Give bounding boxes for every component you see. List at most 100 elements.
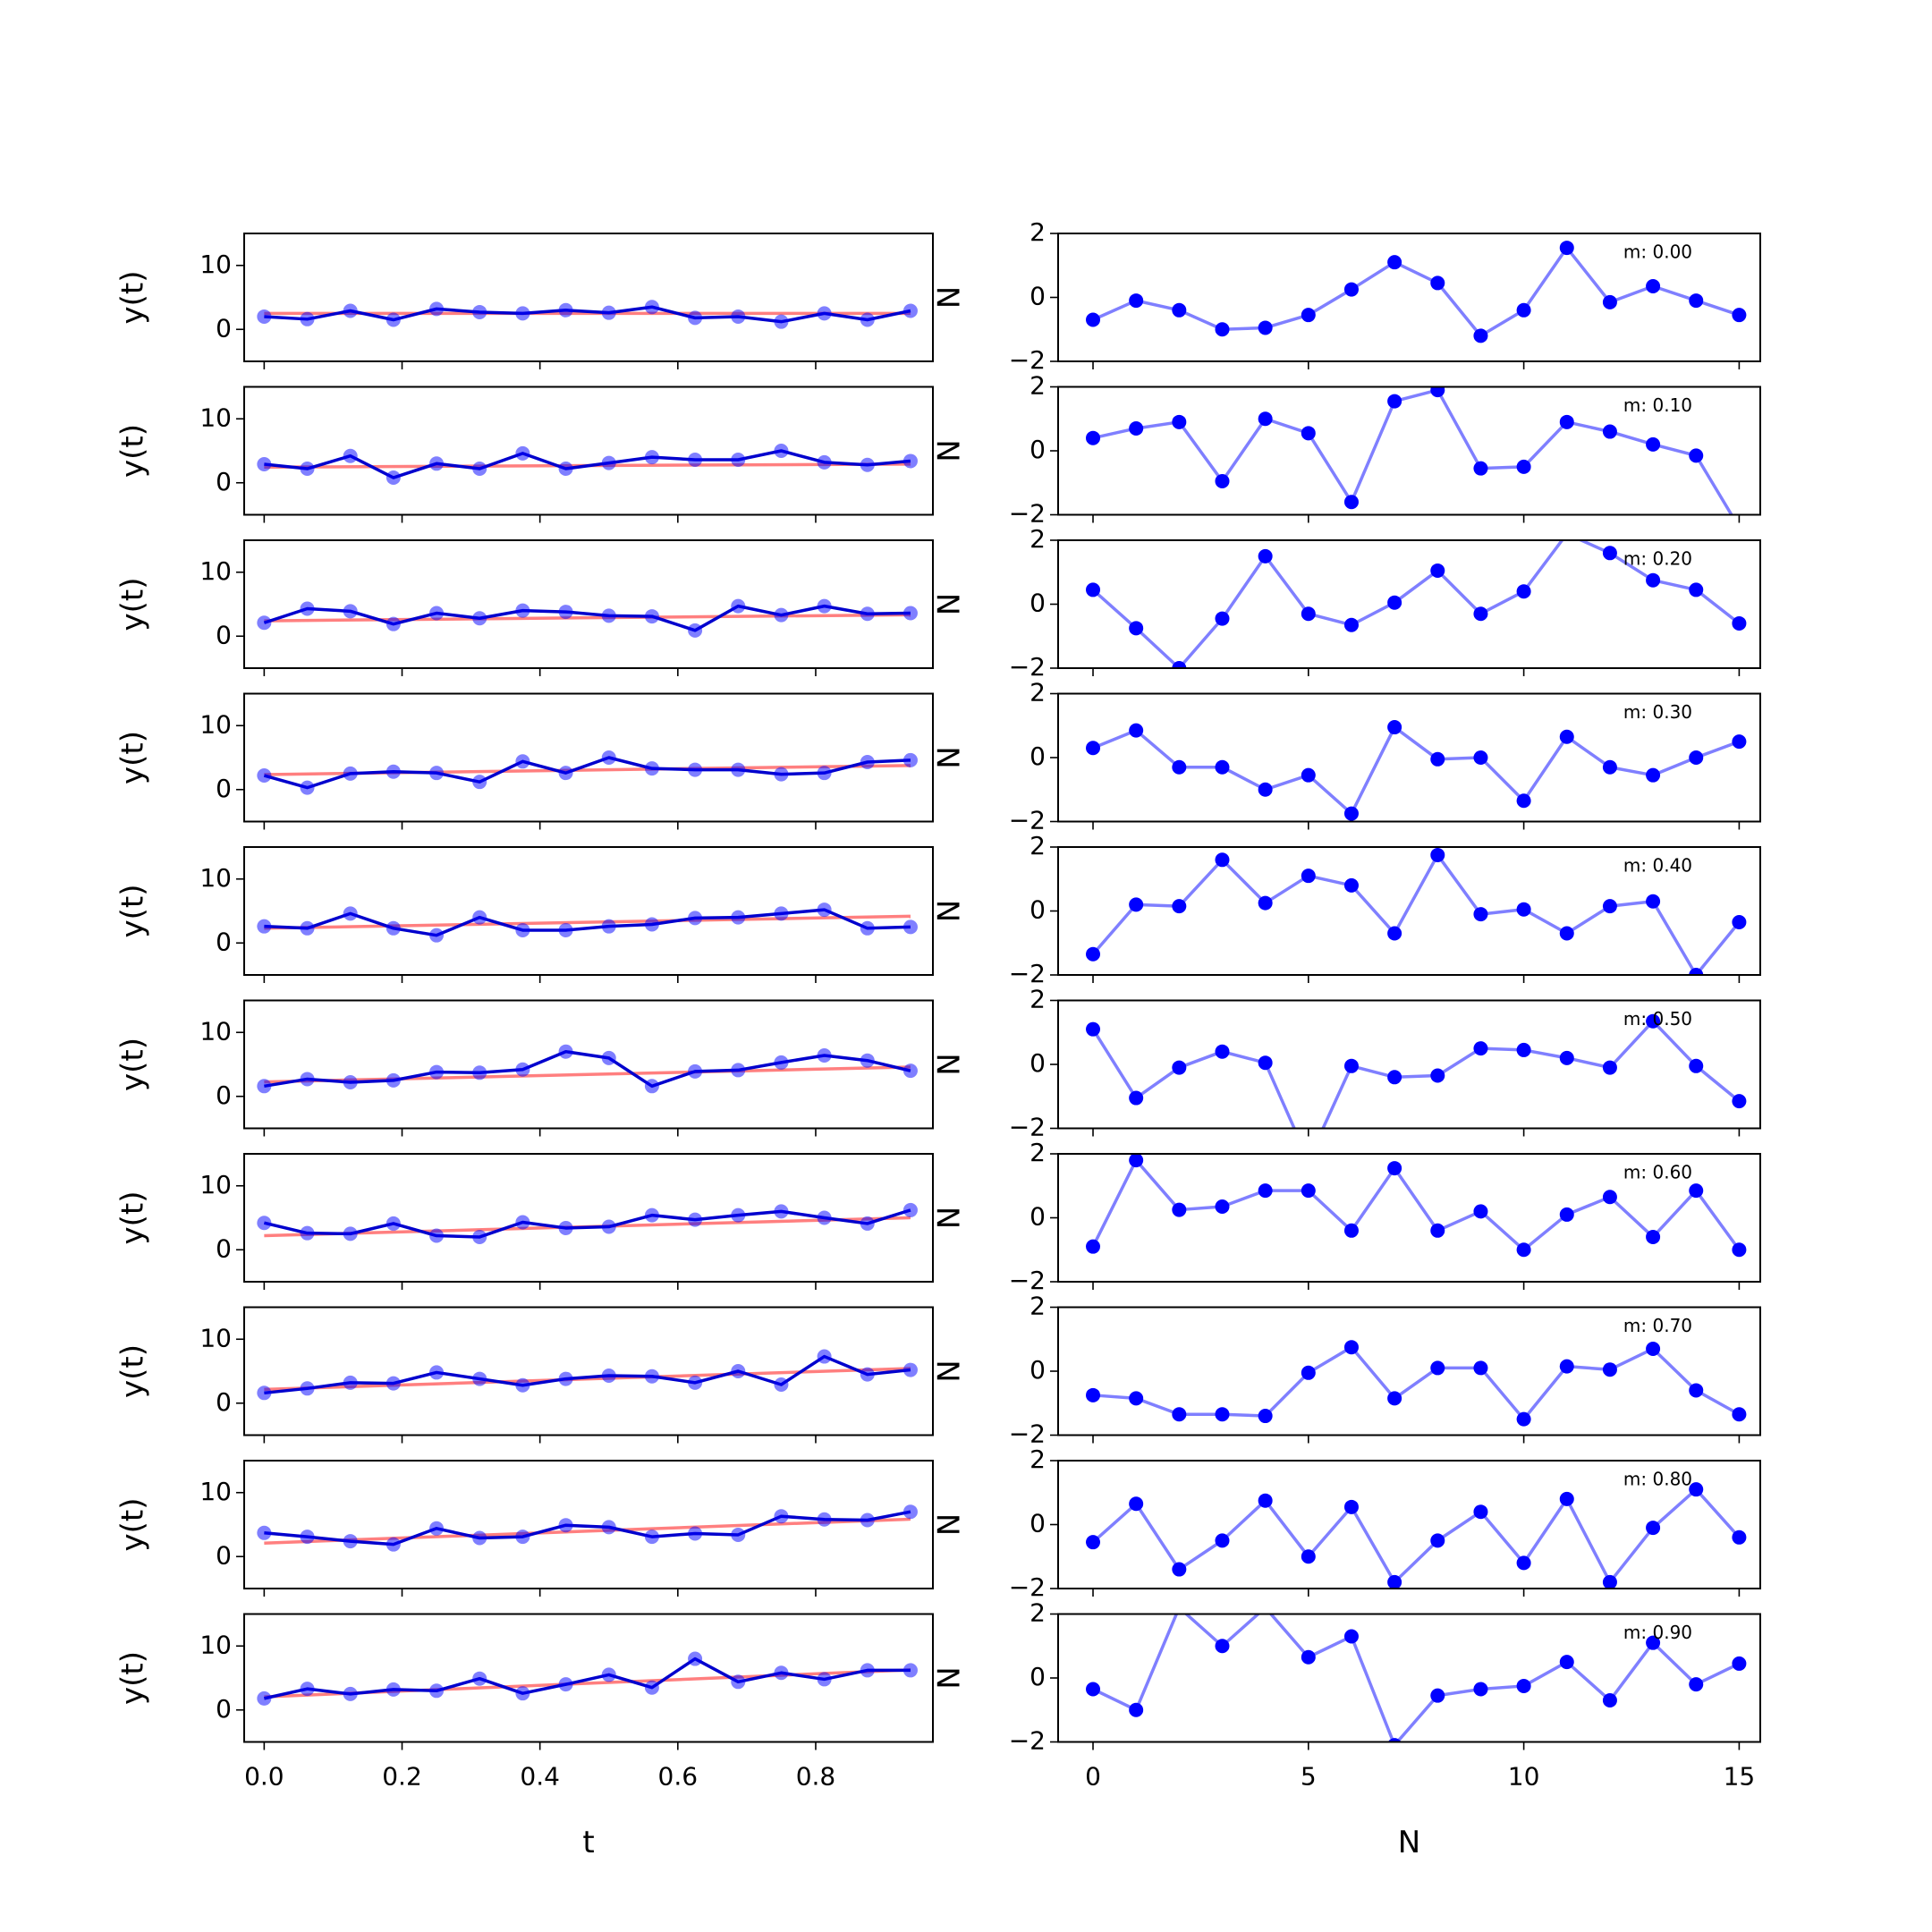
- data-point: [1430, 563, 1445, 578]
- data-point: [817, 598, 832, 614]
- data-point: [1689, 1183, 1704, 1199]
- data-point: [1301, 1365, 1316, 1380]
- data-point: [860, 457, 875, 472]
- y-tick-label: 0: [216, 1080, 232, 1110]
- data-point: [860, 312, 875, 327]
- annotation: m: 0.30: [1623, 701, 1692, 723]
- data-point: [300, 920, 315, 936]
- series-line: [1092, 1614, 1741, 1742]
- data-point: [774, 1509, 789, 1524]
- data-point: [1689, 582, 1704, 597]
- data-point: [601, 455, 616, 470]
- data-point: [1343, 495, 1359, 510]
- series-line: [264, 914, 911, 930]
- data-point: [774, 314, 789, 329]
- plot-area: [1086, 720, 1747, 821]
- data-point: [1086, 1682, 1101, 1697]
- data-point: [817, 1047, 832, 1063]
- y-tick-label: −2: [1009, 1113, 1046, 1142]
- y-axis-label: y(t): [115, 1651, 151, 1705]
- y-tick-label: −2: [1009, 959, 1046, 988]
- y-tick-label: 0: [216, 467, 232, 496]
- data-point: [1086, 582, 1101, 597]
- y-tick-label: 0: [216, 1540, 232, 1570]
- y-axis-label: N: [932, 1207, 968, 1229]
- series-line: [263, 756, 911, 790]
- data-point: [343, 906, 358, 921]
- data-point: [1215, 322, 1230, 337]
- data-point: [601, 1219, 616, 1234]
- data-point: [1516, 1042, 1531, 1057]
- data-point: [300, 780, 315, 795]
- data-point: [644, 450, 659, 465]
- y-axis-label: y(t): [115, 1191, 151, 1245]
- y-axis-label: N: [932, 593, 968, 615]
- data-point: [1387, 1161, 1402, 1176]
- data-point: [429, 606, 445, 621]
- data-point: [1129, 1391, 1144, 1406]
- data-point: [1646, 1341, 1661, 1356]
- data-point: [343, 1534, 358, 1549]
- data-point: [300, 1072, 315, 1087]
- data-point: [1301, 606, 1316, 622]
- data-point: [1430, 1688, 1445, 1703]
- data-point: [774, 1204, 789, 1219]
- plot-area: [257, 1504, 918, 1552]
- data-point: [1732, 915, 1747, 930]
- y-tick-label: 2: [1030, 371, 1046, 401]
- data-point: [1387, 1574, 1402, 1589]
- data-point: [860, 1513, 875, 1528]
- data-point: [1689, 293, 1704, 309]
- data-point: [1559, 414, 1574, 429]
- data-point: [1086, 741, 1101, 756]
- y-tick-label: 2: [1030, 678, 1046, 708]
- data-point: [688, 1651, 703, 1666]
- data-point: [386, 1216, 401, 1231]
- data-point: [1732, 308, 1747, 323]
- data-point: [558, 605, 573, 620]
- data-point: [688, 453, 703, 468]
- data-point: [558, 922, 573, 937]
- y-tick-label: 10: [199, 250, 232, 279]
- axes-frame: [243, 1613, 934, 1743]
- data-point: [1258, 548, 1273, 564]
- data-point: [429, 301, 445, 317]
- data-point: [1343, 806, 1359, 821]
- data-point: [1473, 1360, 1488, 1376]
- series-line: [263, 1208, 911, 1239]
- plot-area: [1086, 1614, 1747, 1742]
- axes-frame: [243, 233, 934, 362]
- data-point: [1129, 1090, 1144, 1106]
- data-point: [1430, 751, 1445, 767]
- data-point: [386, 1537, 401, 1552]
- data-point: [472, 910, 487, 925]
- data-point: [902, 1063, 918, 1079]
- data-point: [1559, 926, 1574, 941]
- data-point: [644, 609, 659, 624]
- data-point: [343, 766, 358, 781]
- y-axis-label: N: [932, 439, 968, 462]
- data-point: [902, 752, 918, 767]
- data-point: [1559, 1491, 1574, 1506]
- plot-area: [1086, 1154, 1747, 1258]
- data-point: [343, 1686, 358, 1701]
- annotation: m: 0.70: [1623, 1315, 1692, 1336]
- annotation: m: 0.80: [1623, 1469, 1692, 1490]
- plot-area: [1086, 847, 1747, 975]
- data-point: [386, 312, 401, 327]
- series-line: [1092, 388, 1733, 515]
- series-line: [1092, 1345, 1741, 1421]
- y-axis-label: N: [932, 746, 968, 768]
- x-tick-label: 15: [1724, 1762, 1756, 1792]
- plot-area: [1086, 1013, 1747, 1129]
- data-point: [1602, 1362, 1617, 1377]
- data-point: [1516, 902, 1531, 917]
- y-tick-label: 0: [1030, 1662, 1046, 1691]
- data-point: [601, 1667, 616, 1682]
- y-axis-label: y(t): [115, 424, 151, 478]
- data-point: [817, 306, 832, 321]
- plot-area: [1086, 1482, 1747, 1589]
- data-point: [1646, 894, 1661, 909]
- data-point: [472, 1371, 487, 1386]
- y-tick-label: 10: [199, 402, 232, 432]
